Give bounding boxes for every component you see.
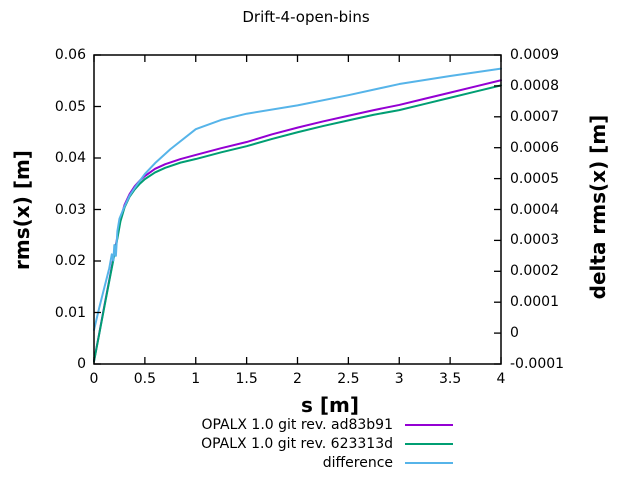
y-right-tick-label: 0.0007 (510, 108, 559, 125)
chart-title: Drift-4-open-bins (242, 8, 370, 26)
y-right-tick-label: 0 (510, 325, 519, 342)
y-right-tick-label: -0.0001 (510, 356, 565, 372)
legend: OPALX 1.0 git rev. ad83b91 OPALX 1.0 git… (201, 415, 453, 472)
legend-line-swatch (405, 461, 453, 464)
y-left-tick-label: 0 (77, 356, 86, 372)
x-axis-label: s [m] (301, 393, 359, 417)
axis-tick-marks (93, 54, 502, 365)
legend-item: difference (201, 453, 453, 472)
legend-label: difference (322, 454, 393, 471)
data-curves (93, 67, 502, 363)
plot-frame (93, 54, 502, 365)
y-left-tick-label: 0.03 (54, 201, 86, 218)
x-tick-label: 4 (496, 371, 506, 387)
y-right-tick-label: 0.0003 (510, 232, 559, 249)
y-left-tick-label: 0.01 (54, 304, 86, 321)
y-right-tick-label: 0.0008 (510, 77, 559, 94)
legend-line-swatch (405, 442, 453, 445)
y-right-tick-label: 0.0006 (510, 139, 559, 156)
y-right-tick-label: 0.0002 (510, 263, 559, 280)
legend-line-swatch (405, 423, 453, 426)
y-axis-label-left: rms(x) [m] (10, 150, 34, 270)
x-tick-label: 1 (191, 371, 201, 387)
x-tick-label: 2 (293, 371, 302, 387)
legend-item: OPALX 1.0 git rev. ad83b91 (201, 415, 453, 434)
y-axis-label-right: delta rms(x) [m] (586, 114, 610, 300)
x-tick-label: 2.5 (337, 371, 360, 387)
x-tick-label: 0 (89, 371, 99, 387)
y-right-tick-label: 0.0001 (510, 294, 559, 311)
x-tick-label: 1.5 (235, 371, 258, 387)
x-tick-label: 3.5 (438, 371, 462, 387)
legend-label: OPALX 1.0 git rev. 623313d (201, 435, 393, 452)
curve-series-2 (93, 67, 502, 332)
y-left-tick-label: 0.02 (54, 253, 86, 269)
x-tick-label: 0.5 (133, 371, 157, 387)
y-right-tick-label: 0.0004 (510, 201, 559, 218)
y-right-tick-label: 0.0005 (510, 170, 559, 187)
legend-label: OPALX 1.0 git rev. ad83b91 (201, 416, 393, 433)
legend-item: OPALX 1.0 git rev. 623313d (201, 434, 453, 453)
x-tick-label: 3 (394, 371, 404, 387)
y-left-tick-label: 0.05 (54, 98, 86, 115)
y-left-tick-label: 0.06 (54, 47, 86, 63)
y-left-tick-label: 0.04 (54, 150, 86, 166)
curve-series-0 (93, 79, 502, 362)
y-right-tick-label: 0.0009 (510, 47, 559, 63)
